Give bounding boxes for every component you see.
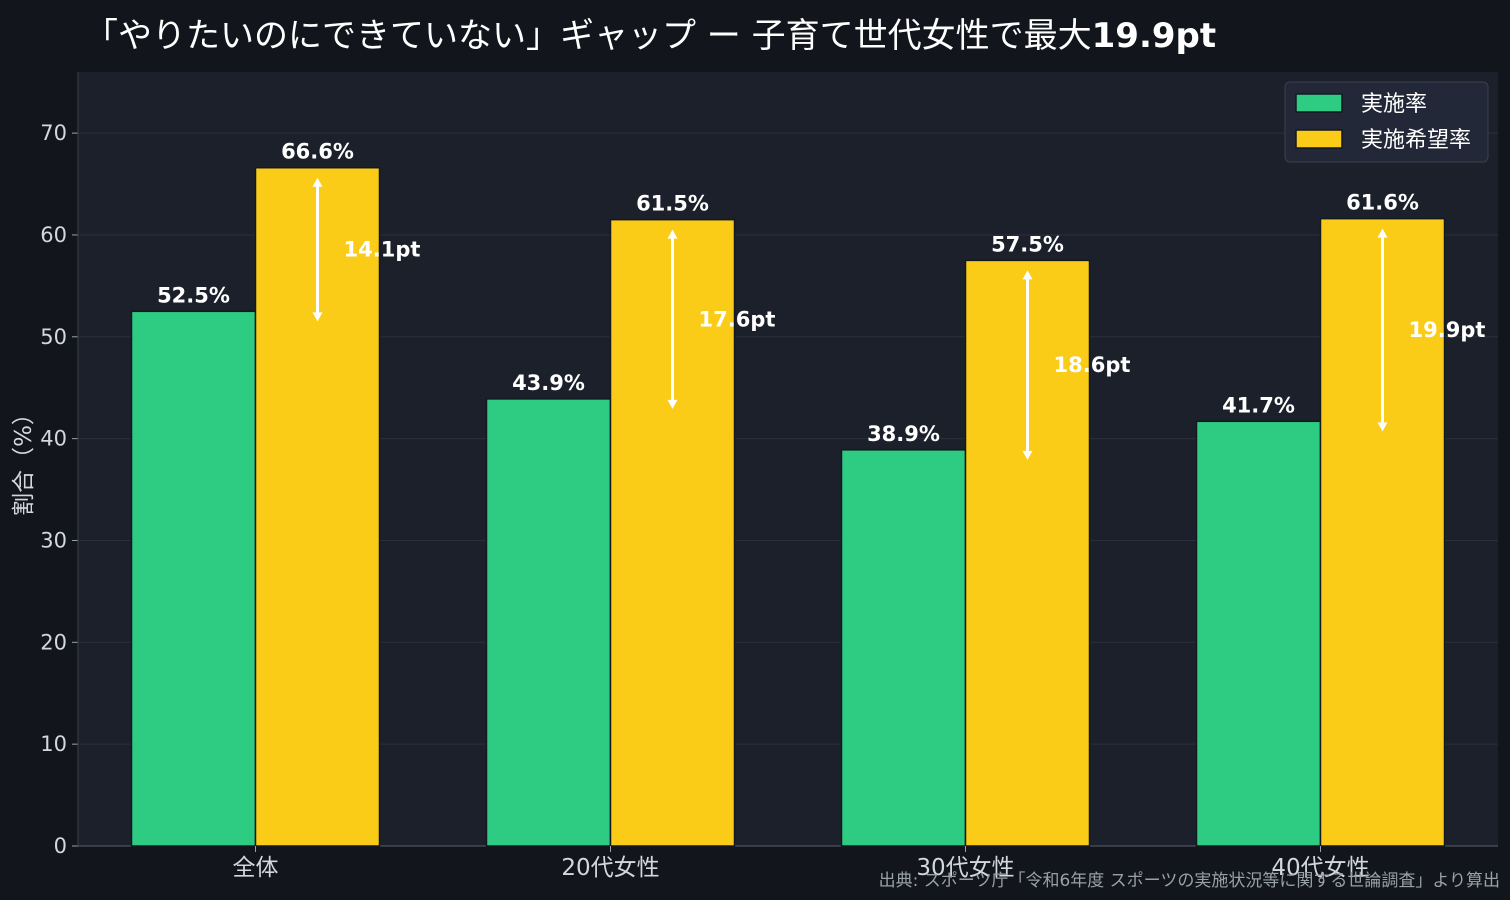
gap-annotations: 14.1pt 17.6pt 18.6pt 19.9pt	[312, 177, 1486, 460]
source-note: 出典: スポーツ庁「令和6年度 スポーツの実施状況等に関する世論調査」より算出	[878, 871, 1500, 891]
bar-value-label: 43.9%	[512, 371, 585, 395]
gap-arrow-head-up	[1377, 228, 1388, 238]
x-tick-label: 30代女性	[916, 855, 1014, 881]
gap-label: 17.6pt	[699, 307, 776, 331]
gap-label: 19.9pt	[1409, 318, 1486, 342]
bar-value-label: 57.5%	[991, 232, 1064, 256]
gap-arrow-head-down	[1377, 422, 1388, 432]
gap-label: 18.6pt	[1054, 353, 1131, 377]
y-tick-label: 30	[40, 528, 67, 552]
x-tick-label: 20代女性	[561, 855, 659, 881]
y-tick-label: 60	[40, 223, 67, 247]
bar-value-label: 52.5%	[157, 283, 230, 307]
y-tick-label: 0	[54, 834, 67, 858]
bar-value-label: 66.6%	[281, 140, 354, 164]
bar-jisshi	[130, 310, 257, 847]
legend-swatch	[1295, 93, 1343, 113]
chart-title-main: 「やりたいのにできていない」ギャップ ー 子育て世代女性で最大	[84, 16, 1092, 56]
bar-value-label: 38.9%	[867, 422, 940, 446]
legend-label: 実施率	[1361, 92, 1427, 117]
bar-jisshi	[1195, 420, 1322, 847]
x-tick-label: 40代女性	[1271, 855, 1369, 881]
chart-title-emphasis: 19.9pt	[1091, 16, 1217, 56]
y-tick-label: 40	[40, 427, 67, 451]
x-tick-label: 全体	[233, 855, 279, 881]
bar-value-label: 61.6%	[1346, 191, 1419, 215]
y-tick-label: 50	[40, 325, 67, 349]
gap-arrow-head-up	[667, 229, 678, 239]
y-tick-label: 70	[40, 121, 67, 145]
bar-jisshi	[840, 449, 967, 847]
bar-value-label: 61.5%	[636, 192, 709, 216]
chart-title: 「やりたいのにできていない」ギャップ ー 子育て世代女性で最大19.9pt	[84, 8, 1216, 57]
gap-arrow-head-down	[1022, 450, 1033, 460]
bar-jisshi	[485, 398, 612, 847]
gap-arrow-head-down	[312, 312, 323, 322]
gap-label: 14.1pt	[344, 238, 421, 262]
legend-label: 実施希望率	[1361, 128, 1471, 153]
y-tick-label: 20	[40, 630, 67, 654]
y-tick-label: 10	[40, 732, 67, 756]
bar-value-labels: 52.5% 66.6% 43.9% 61.5% 38.9% 57.5% 41.7% 61.6%	[157, 140, 1419, 446]
y-axis-label: 割合（%）	[11, 402, 37, 516]
gap-arrow-head-down	[667, 399, 678, 409]
gap-arrow-head-up	[312, 177, 323, 187]
bar-value-label: 41.7%	[1222, 393, 1295, 417]
legend-swatch	[1295, 129, 1343, 149]
x-axis-ticks: 全体 20代女性 30代女性 40代女性	[233, 846, 1370, 881]
gap-arrow-head-up	[1022, 270, 1033, 280]
